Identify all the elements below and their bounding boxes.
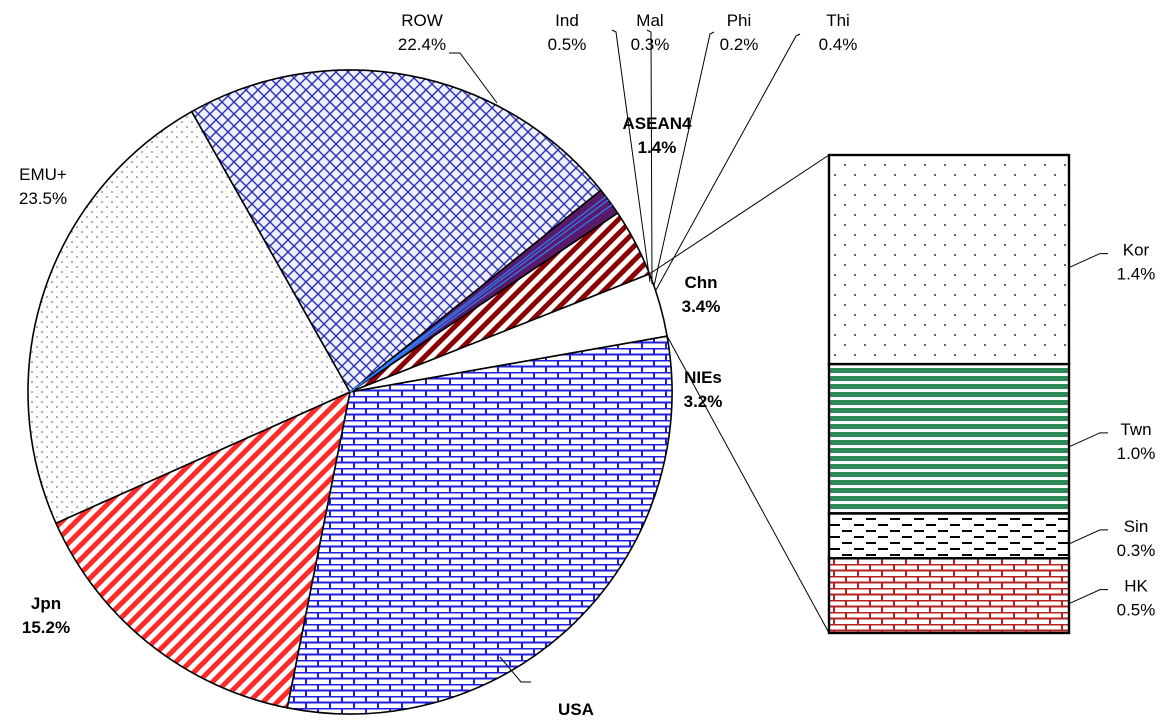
bar-label-sin: Sin 0.3%	[1117, 517, 1156, 560]
asean4-sub-divider	[349, 204, 613, 393]
connector-top	[649, 154, 830, 275]
asean4-label-phi: Phi 0.2%	[720, 11, 759, 54]
pie-chart	[27, 69, 673, 715]
bar-leader-kor	[1068, 253, 1108, 269]
pie-slice-emu-	[27, 110, 352, 525]
slice-label-asean4: ASEAN4 1.4%	[623, 114, 693, 157]
bar-label-kor: Kor 1.4%	[1117, 241, 1156, 284]
bar-label-twn: Twn 1.0%	[1117, 420, 1156, 463]
asean4-label-ind: Ind 0.5%	[548, 11, 587, 54]
leader-usa	[499, 656, 531, 683]
slice-label-jpn: Jpn 15.2%	[22, 594, 70, 637]
bar-label-hk: HK 0.5%	[1117, 577, 1156, 620]
breakdown-connectors	[649, 154, 830, 634]
slice-label-nies: NIEs 3.2%	[684, 368, 723, 411]
asean4-sub-divider	[349, 199, 609, 393]
pie-slice-nies	[349, 272, 669, 393]
slice-label-usa: USA30.9%	[552, 700, 600, 723]
slice-label-row: ROW 22.4%	[398, 11, 446, 54]
bar-segment-twn	[827, 362, 1071, 515]
asean4-label-thi: Thi 0.4%	[819, 11, 858, 54]
bar-segment-kor	[827, 153, 1071, 366]
nies-breakdown-labels: Kor 1.4% Twn 1.0% Sin 0.3% HK 0.5%	[1068, 241, 1156, 620]
slice-label-emu-: EMU+ 23.5%	[19, 165, 67, 208]
pie-slice-jpn	[54, 390, 352, 709]
leader-asean4-phi	[653, 31, 715, 287]
connector-bottom	[666, 335, 830, 634]
asean4-label-mal: Mal 0.3%	[631, 11, 670, 54]
bar-leader-sin	[1068, 529, 1108, 545]
leader-asean4-mal	[646, 29, 653, 285]
nies-breakdown-bar	[827, 153, 1071, 635]
bar-leader-twn	[1068, 432, 1108, 448]
pie-slice-usa	[286, 335, 673, 715]
asean4-sub-divider	[349, 196, 607, 393]
leader-asean4-thi	[655, 33, 801, 291]
bar-leader-hk	[1068, 589, 1108, 605]
bar-segment-hk	[827, 557, 1071, 635]
bar-segment-sin	[827, 512, 1071, 560]
slice-label-chn: Chn 3.4%	[682, 273, 721, 316]
pie-slice-row	[190, 69, 603, 394]
leader-row	[449, 52, 498, 104]
leader-asean4-ind	[611, 29, 651, 283]
